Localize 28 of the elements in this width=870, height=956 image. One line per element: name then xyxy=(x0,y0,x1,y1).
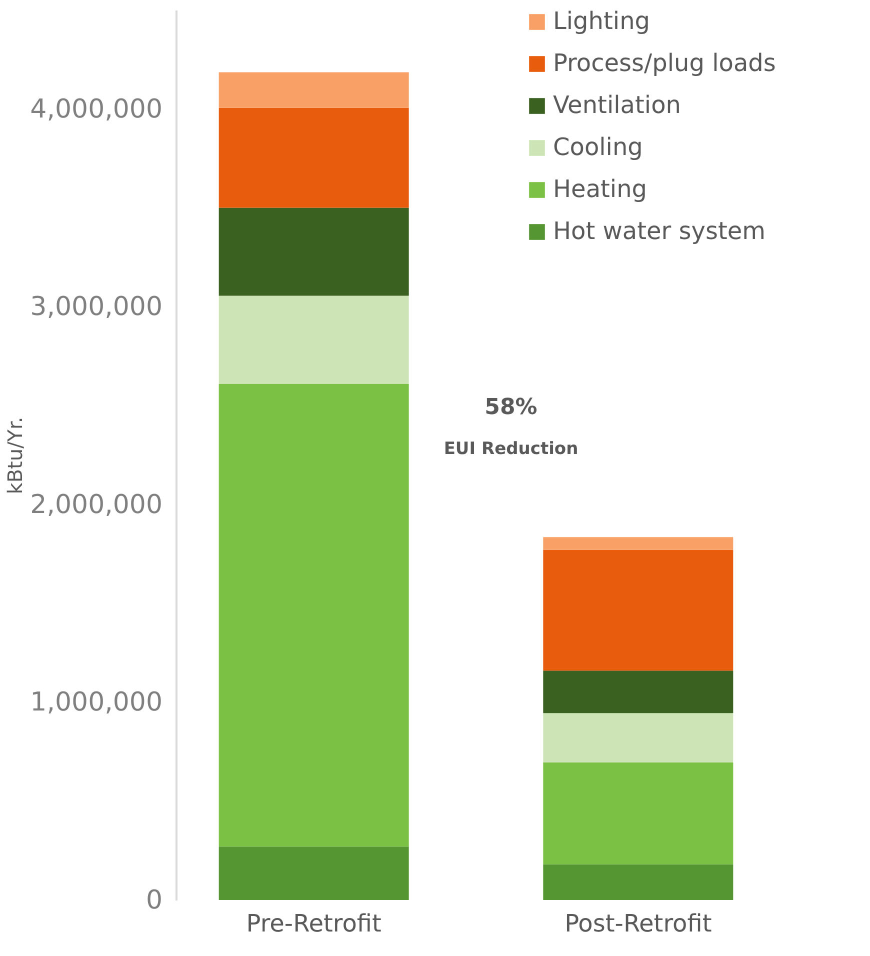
y-tick-label: 3,000,000 xyxy=(30,292,162,322)
x-tick-label: Pre-Retrofit xyxy=(246,910,382,938)
legend-label: Heating xyxy=(553,175,648,203)
y-tick-label: 0 xyxy=(146,886,162,916)
annotation: EUI Reduction xyxy=(444,439,578,459)
y-tick-label: 1,000,000 xyxy=(30,688,162,718)
legend-label: Ventilation xyxy=(553,91,681,119)
legend-label: Cooling xyxy=(553,133,643,161)
y-tick-label: 4,000,000 xyxy=(30,94,162,124)
bar xyxy=(218,72,409,108)
bar xyxy=(218,208,409,296)
y-axis-title: kBtu/Yr. xyxy=(3,416,28,494)
legend-label: Process/plug loads xyxy=(553,49,776,77)
bar xyxy=(218,108,409,208)
x-tick-label: Post-Retrofit xyxy=(564,910,712,938)
bar xyxy=(543,550,734,671)
legend-label: Lighting xyxy=(553,7,650,35)
bar xyxy=(218,296,409,384)
bar xyxy=(218,846,409,900)
y-tick-label: 2,000,000 xyxy=(30,490,162,520)
bar xyxy=(218,384,409,847)
legend-label: Hot water system xyxy=(553,217,766,245)
annotation: 58% xyxy=(484,395,538,420)
bar xyxy=(543,713,734,763)
bar xyxy=(543,537,734,550)
bar xyxy=(543,864,734,900)
bar xyxy=(543,762,734,864)
bar xyxy=(543,670,734,714)
